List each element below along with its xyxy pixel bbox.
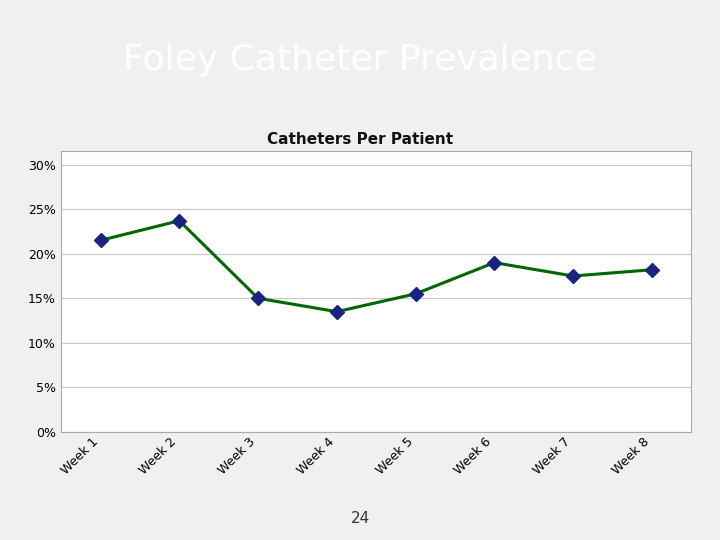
Text: Foley Catheter Prevalence: Foley Catheter Prevalence (123, 43, 597, 77)
Text: Catheters Per Patient: Catheters Per Patient (267, 132, 453, 147)
Text: 24: 24 (351, 511, 369, 526)
